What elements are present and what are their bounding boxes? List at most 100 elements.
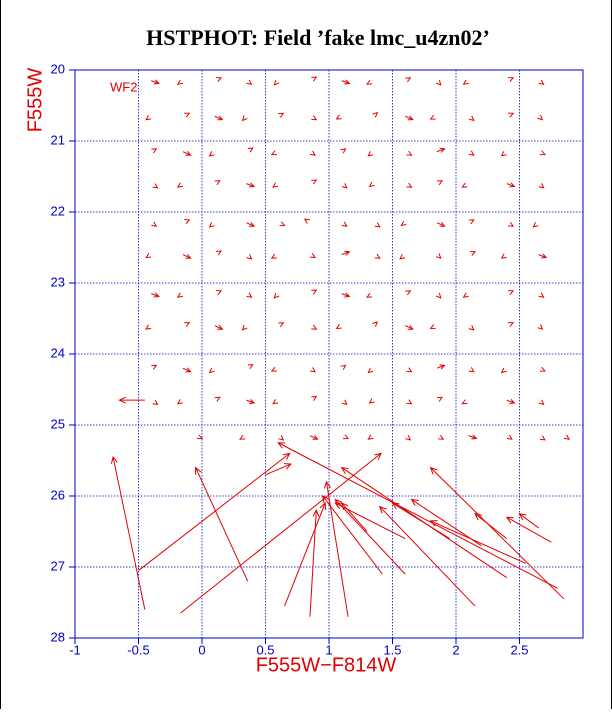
x-tick-label: 1 xyxy=(325,642,332,657)
arrow-head xyxy=(406,367,413,373)
vector-arrow xyxy=(214,180,221,186)
arrow-head xyxy=(311,396,318,401)
vector-arrow xyxy=(176,292,183,298)
arrow-head xyxy=(505,516,514,524)
vector-arrow xyxy=(462,292,469,298)
vector-arrow xyxy=(532,222,539,228)
vector-arrow xyxy=(379,505,476,607)
vector-arrow xyxy=(404,115,414,121)
arrow-head xyxy=(277,442,286,449)
arrow-head xyxy=(185,367,192,373)
plot-frame xyxy=(74,69,584,639)
y-tick-label: 21 xyxy=(51,132,65,147)
arrow-head xyxy=(151,148,158,154)
arrow-head xyxy=(312,434,319,440)
arrow-head xyxy=(437,396,444,402)
vector-arrow xyxy=(435,253,442,259)
vector-arrow xyxy=(506,399,516,404)
arrow-head xyxy=(399,254,406,260)
arrow-head xyxy=(539,150,546,156)
arrow-head xyxy=(468,325,475,331)
y-tick-label: 25 xyxy=(51,416,65,431)
vector-arrow xyxy=(468,325,475,331)
vector-arrow xyxy=(214,115,224,121)
vector-arrow xyxy=(270,253,277,259)
vector-arrow xyxy=(406,182,413,188)
vector-arrow xyxy=(311,396,318,401)
chip-label: WF2 xyxy=(110,79,137,94)
arrow-head xyxy=(270,150,277,156)
vector-arrow xyxy=(334,498,406,575)
arrow-head xyxy=(405,435,412,441)
arrow-head xyxy=(468,367,475,373)
vector-arrow xyxy=(239,434,246,440)
vector-arrow xyxy=(468,367,475,373)
vector-arrow xyxy=(180,452,382,614)
vector-arrow xyxy=(435,79,442,86)
vector-arrow xyxy=(323,480,349,617)
arrow-head xyxy=(278,112,285,118)
vector-arrow xyxy=(410,498,482,547)
vector-arrow xyxy=(309,509,320,617)
arrow-shaft xyxy=(246,399,255,404)
arrow-head xyxy=(439,147,446,153)
arrow-head xyxy=(270,366,277,372)
vector-arrow xyxy=(406,150,413,156)
arrow-head xyxy=(407,324,414,330)
vector-arrow xyxy=(246,254,253,260)
vector-arrow xyxy=(406,399,413,405)
arrow-head xyxy=(246,254,253,260)
arrow-head xyxy=(334,502,343,509)
vector-arrow xyxy=(151,364,158,370)
arrow-head xyxy=(374,452,382,460)
vector-arrow xyxy=(241,324,248,331)
vector-arrow xyxy=(270,366,277,372)
arrow-head xyxy=(311,115,318,121)
arrow-head xyxy=(500,151,507,157)
vector-arrow xyxy=(539,150,546,156)
arrow-head xyxy=(509,399,516,404)
arrow-head xyxy=(509,182,516,188)
vector-arrow xyxy=(367,367,374,374)
vector-arrow xyxy=(437,396,444,402)
arrow-head xyxy=(470,251,477,256)
arrow-shaft xyxy=(341,502,368,532)
arrow-head xyxy=(538,292,545,298)
vector-arrow xyxy=(500,367,507,374)
vector-arrow xyxy=(468,219,475,225)
arrow-head xyxy=(311,289,318,295)
vector-arrow xyxy=(399,254,406,260)
arrow-shaft xyxy=(182,151,191,156)
arrow-head xyxy=(508,322,515,327)
arrow-head xyxy=(541,253,548,259)
vector-arrow xyxy=(182,367,192,373)
arrow-shaft xyxy=(284,502,326,607)
arrow-head xyxy=(564,434,570,440)
arrow-head xyxy=(241,324,248,331)
arrow-shaft xyxy=(436,148,445,153)
vector-arrow xyxy=(340,502,368,532)
arrow-head xyxy=(537,114,544,121)
arrow-shaft xyxy=(265,463,292,476)
vector-arrow xyxy=(374,253,381,259)
vector-arrow xyxy=(247,147,254,153)
arrow-shaft xyxy=(138,453,290,571)
arrow-head xyxy=(539,435,546,441)
arrow-shaft xyxy=(436,222,445,227)
arrow-head xyxy=(366,79,373,85)
arrow-shaft xyxy=(474,513,508,539)
vector-arrow xyxy=(500,253,507,259)
vector-arrow xyxy=(278,322,285,328)
arrow-head xyxy=(282,452,291,460)
vector-arrow xyxy=(539,366,546,372)
arrow-head xyxy=(340,466,349,474)
arrow-head xyxy=(241,115,248,122)
y-tick-label: 26 xyxy=(51,487,65,502)
arrow-head xyxy=(435,79,442,86)
arrow-head xyxy=(391,502,400,510)
arrow-head xyxy=(341,183,348,189)
arrow-head xyxy=(249,399,256,404)
vector-arrow xyxy=(208,367,215,374)
vector-arrow xyxy=(468,150,475,156)
arrow-head xyxy=(272,399,279,405)
